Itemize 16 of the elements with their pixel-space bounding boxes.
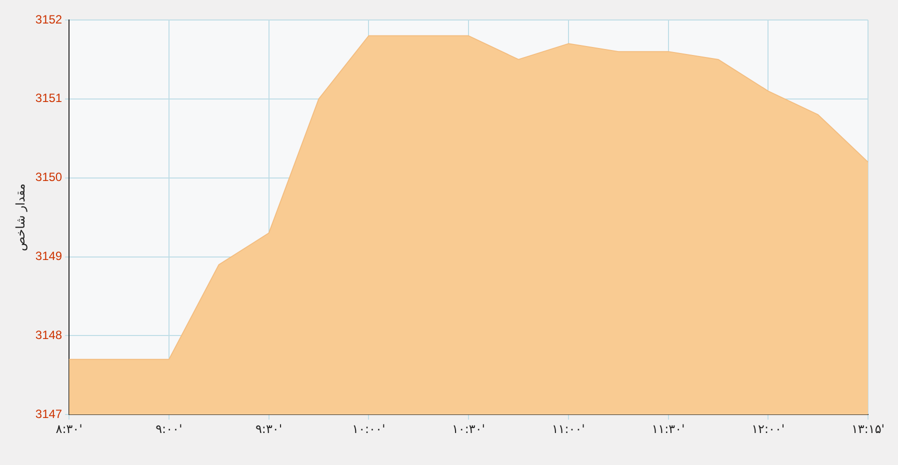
x-tick-label: ۱۰:۰۰'	[352, 422, 386, 436]
x-tick-label: ۱۱:۰۰'	[552, 422, 585, 436]
y-tick-label: 3152	[35, 12, 62, 26]
x-tick-label: ۱۲:۰۰'	[752, 422, 785, 436]
x-tick-label: ۹:۳۰'	[255, 422, 282, 436]
y-axis-title: مقدار شاخص	[13, 184, 28, 252]
x-tick-label: ۸:۳۰'	[56, 422, 82, 436]
y-tick-label: 3148	[35, 328, 62, 342]
x-tick-label: ۱۱:۳۰'	[652, 422, 685, 436]
x-tick-label: ۱۳:۱۵'	[851, 422, 885, 436]
y-tick-label: 3151	[35, 91, 62, 106]
y-tick-label: 3150	[35, 170, 62, 184]
x-tick-label: ۱۰:۳۰'	[452, 422, 486, 436]
y-tick-label: 3149	[35, 249, 62, 264]
x-tick-label: ۹:۰۰'	[156, 422, 182, 436]
y-tick-label: 3147	[35, 406, 62, 421]
